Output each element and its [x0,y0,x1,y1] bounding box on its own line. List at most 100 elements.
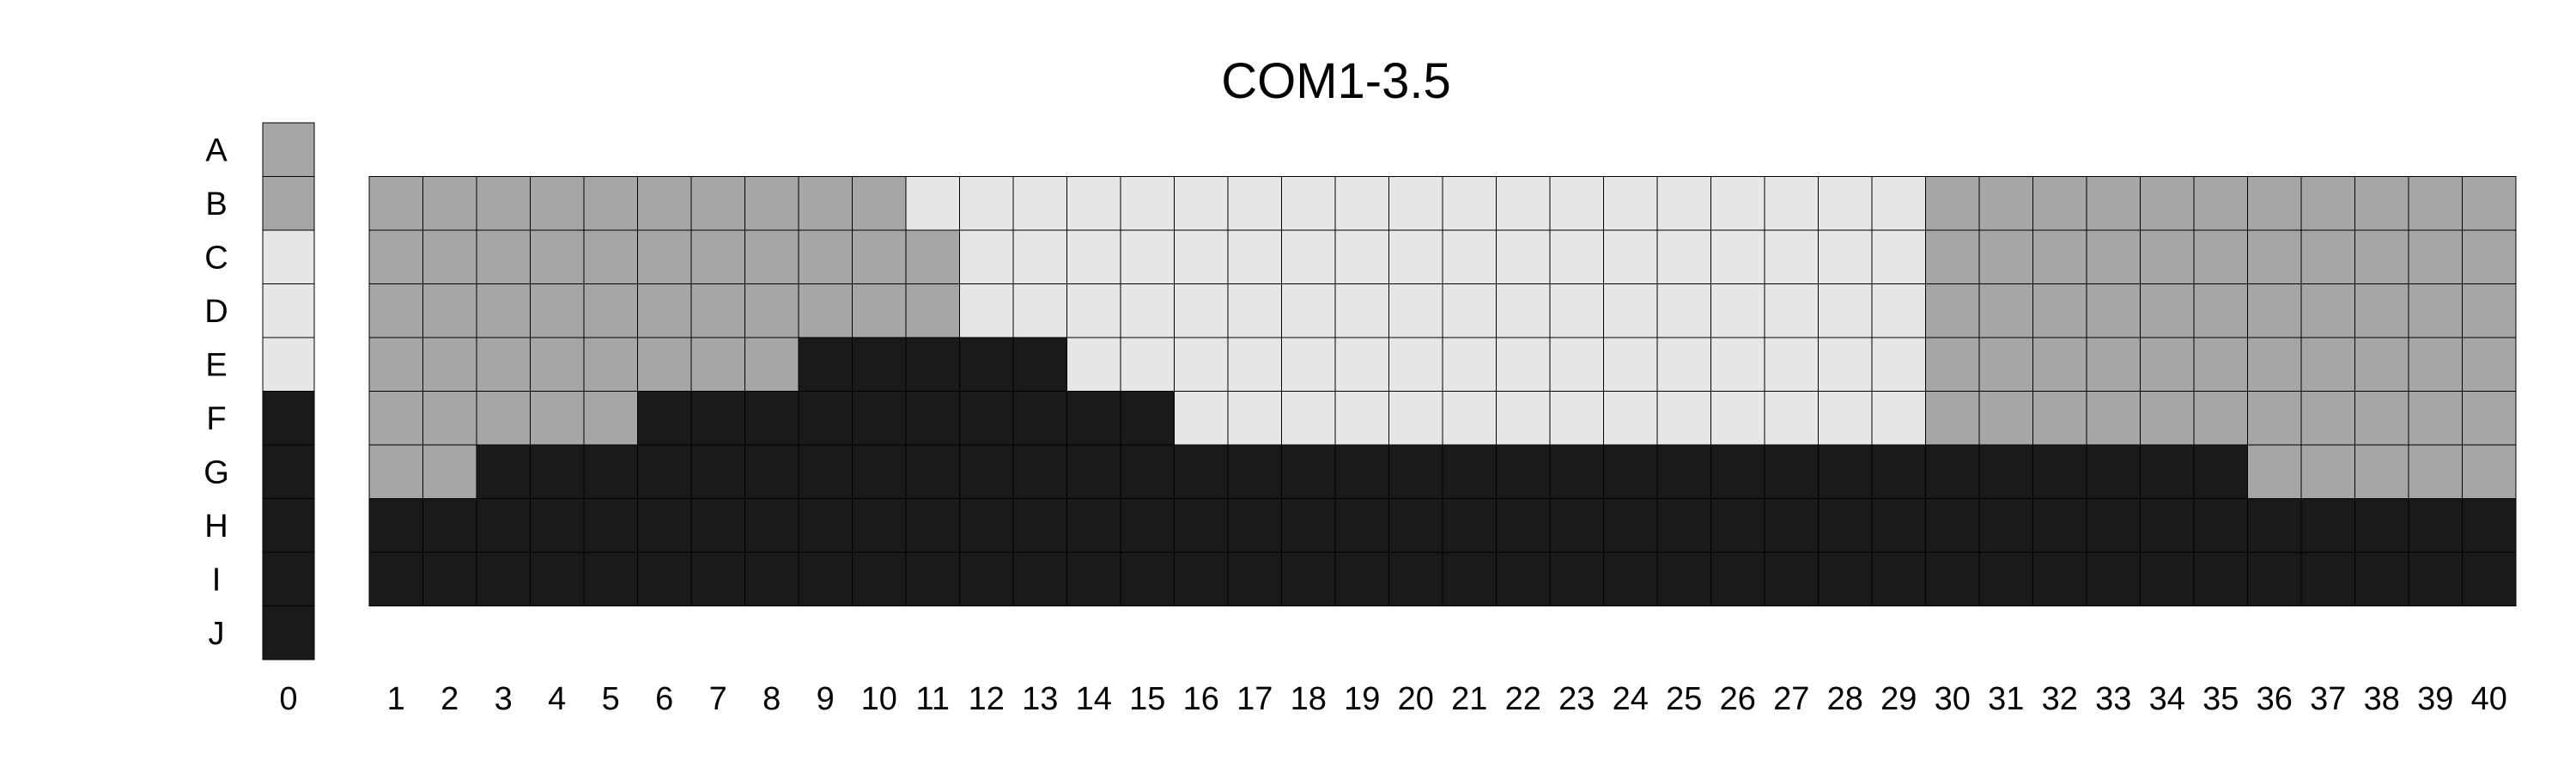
cell-d-23 [1549,283,1604,338]
cell-e-35 [2193,337,2248,392]
cell-i-26 [1710,551,1765,606]
cell-f-31 [1978,391,2033,446]
cell-e-30 [1925,337,1980,392]
cell-g-35 [2193,444,2248,499]
cell-d-40 [2462,283,2517,338]
column-label-10: 10 [861,681,897,717]
cell-b-35 [2193,176,2248,231]
cell-e-19 [1334,337,1389,392]
cell-b-3 [476,176,531,231]
cell-h-2 [422,498,477,553]
cell-b-27 [1764,176,1819,231]
cell-g-18 [1281,444,1336,499]
cell-i-19 [1334,551,1389,606]
ref-cell-f [262,391,315,446]
cell-d-1 [368,283,423,338]
cell-g-33 [2086,444,2141,499]
cell-d-18 [1281,283,1336,338]
cell-h-6 [637,498,692,553]
cell-b-18 [1281,176,1336,231]
cell-b-9 [798,176,853,231]
cell-e-25 [1656,337,1711,392]
cell-g-36 [2247,444,2302,499]
cell-d-29 [1871,283,1926,338]
cell-g-20 [1388,444,1443,499]
cell-c-21 [1442,229,1497,284]
cell-f-25 [1656,391,1711,446]
cell-c-36 [2247,229,2302,284]
column-label-12: 12 [969,681,1005,717]
cell-f-35 [2193,391,2248,446]
cell-h-33 [2086,498,2141,553]
cell-e-13 [1012,337,1067,392]
column-label-7: 7 [709,681,727,717]
cell-i-4 [530,551,585,606]
cell-g-6 [637,444,692,499]
cell-d-20 [1388,283,1443,338]
cell-g-40 [2462,444,2517,499]
column-label-37: 37 [2310,681,2346,717]
cell-f-10 [852,391,907,446]
row-label-d: D [204,294,228,330]
cell-g-21 [1442,444,1497,499]
ref-cell-h [262,498,315,553]
cell-i-29 [1871,551,1926,606]
cell-e-14 [1066,337,1121,392]
cell-d-22 [1496,283,1551,338]
column-labels: 0 1 2 3 4 5 6 7 8 9 10 11 12 13 14 15 16 17 18 19 20 21 22 23 24… [279,681,2506,717]
cell-i-7 [690,551,745,606]
cell-i-21 [1442,551,1497,606]
ref-cell-j [262,606,315,660]
cell-b-29 [1871,176,1926,231]
cell-b-37 [2300,176,2355,231]
cell-h-3 [476,498,531,553]
cell-e-21 [1442,337,1497,392]
cell-f-12 [959,391,1014,446]
column-label-2: 2 [440,681,459,717]
column-label-39: 39 [2417,681,2453,717]
cell-f-21 [1442,391,1497,446]
cell-d-33 [2086,283,2141,338]
cell-c-22 [1496,229,1551,284]
cell-c-39 [2408,229,2463,284]
cell-b-10 [852,176,907,231]
cell-b-20 [1388,176,1443,231]
cell-c-13 [1012,229,1067,284]
cell-b-14 [1066,176,1121,231]
cell-g-8 [744,444,799,499]
cell-c-14 [1066,229,1121,284]
cell-h-14 [1066,498,1121,553]
cell-i-36 [2247,551,2302,606]
cell-f-16 [1174,391,1229,446]
cell-b-31 [1978,176,2033,231]
cell-d-10 [852,283,907,338]
cell-e-33 [2086,337,2141,392]
column-label-32: 32 [2042,681,2078,717]
cell-d-32 [2032,283,2087,338]
row-label-a: A [205,132,228,168]
cell-g-19 [1334,444,1389,499]
cell-h-27 [1764,498,1819,553]
cell-i-11 [905,551,960,606]
cell-e-4 [530,337,585,392]
reference-column [262,122,315,660]
cell-h-19 [1334,498,1389,553]
cell-f-24 [1603,391,1658,446]
cell-g-26 [1710,444,1765,499]
row-label-f: F [206,401,226,437]
ref-cell-i [262,551,315,606]
cell-d-14 [1066,283,1121,338]
column-label-35: 35 [2202,681,2239,717]
cell-e-3 [476,337,531,392]
cell-g-13 [1012,444,1067,499]
cell-i-31 [1978,551,2033,606]
row-label-j: J [209,616,225,652]
cell-b-1 [368,176,423,231]
column-label-15: 15 [1129,681,1165,717]
cell-i-2 [422,551,477,606]
cell-e-28 [1818,337,1873,392]
cell-d-30 [1925,283,1980,338]
row-label-i: I [212,562,222,598]
column-label-8: 8 [762,681,781,717]
